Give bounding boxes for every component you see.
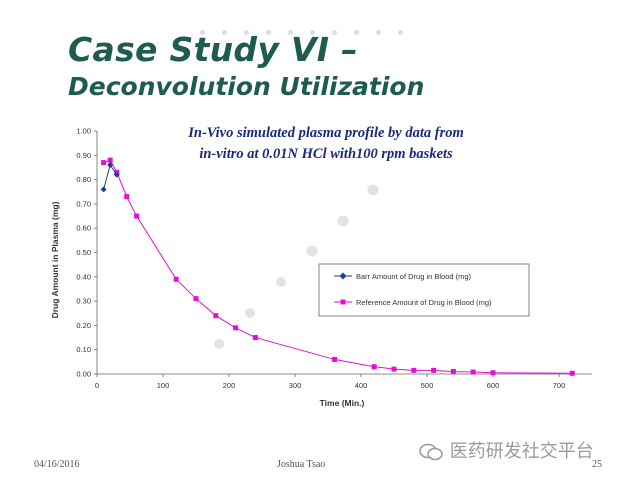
chart-title-line1: In-Vivo simulated plasma profile by data… (187, 125, 464, 141)
legend-barr-label: Barr Amount of Drug in Blood (mg) (356, 272, 472, 281)
chart-series (100, 157, 575, 376)
reference-data-point (411, 367, 417, 373)
watermark: 医药研发社交平台 (418, 437, 594, 463)
watermark-text: 医药研发社交平台 (449, 441, 594, 462)
footer-author: Joshua Tsao (277, 459, 326, 470)
slide-subtitle: Deconvolution Utilization (68, 72, 425, 101)
slide-title: Case Study VI – (68, 30, 358, 69)
y-tick-label: 0.10 (76, 345, 91, 354)
x-axis-label: Time (Min.) (320, 398, 365, 408)
x-tick-label: 600 (487, 381, 500, 390)
x-tick-label: 0 (95, 381, 99, 390)
reference-data-point (252, 335, 258, 341)
x-tick-label: 300 (289, 381, 302, 390)
legend-box (318, 263, 530, 317)
barr-data-point (113, 171, 120, 178)
x-tick-label: 400 (355, 381, 368, 390)
y-tick-label: 1.00 (76, 127, 91, 136)
background-dot (337, 215, 349, 227)
reference-data-point (371, 364, 377, 370)
x-tick-label: 700 (553, 381, 566, 390)
y-tick-label: 0.80 (76, 175, 91, 184)
chart-legend: Barr Amount of Drug in Blood (mg) Refere… (318, 263, 530, 317)
y-tick-label: 0.90 (76, 151, 91, 160)
reference-data-point (450, 369, 456, 375)
wechat-icon (419, 443, 443, 461)
y-tick-label: 0.30 (76, 297, 91, 306)
chart-title-line2: in-vitro at 0.01N HCl with100 rpm basket… (199, 146, 453, 162)
background-dot (214, 339, 224, 349)
reference-data-point (124, 194, 130, 200)
background-dot (276, 277, 286, 287)
legend-reference-marker (340, 299, 346, 305)
background-dot (245, 308, 255, 318)
reference-data-point (431, 367, 437, 373)
reference-data-point (107, 157, 113, 163)
y-axis-label: Drug Amount in Plasma (mg) (50, 201, 60, 318)
background-dot (306, 245, 318, 257)
reference-data-point (193, 296, 199, 302)
reference-data-point (490, 370, 496, 376)
reference-data-point (391, 366, 397, 372)
x-tick-label: 500 (421, 381, 434, 390)
y-tick-label: 0.20 (76, 321, 91, 330)
x-tick-label: 100 (157, 381, 170, 390)
reference-data-point (233, 325, 239, 331)
background-decoration-dots (214, 184, 379, 349)
y-tick-label: 0.70 (76, 199, 91, 208)
reference-data-point (134, 213, 140, 219)
chart-axes: 0.00 0.10 0.20 0.30 0.40 0.50 0.60 0.70 0.80 0.90… (76, 127, 592, 390)
y-tick-label: 0.40 (76, 272, 91, 281)
x-tick-label: 200 (223, 381, 236, 390)
reference-data-point (569, 370, 575, 376)
legend-barr-marker (339, 272, 347, 280)
barr-data-point (107, 162, 114, 169)
y-tick-label: 0.60 (76, 224, 91, 233)
barr-data-point (100, 186, 107, 193)
reference-data-point (332, 356, 338, 362)
background-dot (367, 184, 379, 196)
reference-data-point (470, 369, 476, 375)
y-tick-label: 0.50 (76, 248, 91, 257)
decorative-dots (200, 30, 440, 36)
footer-page-number: 25 (592, 459, 602, 470)
reference-data-point (213, 313, 219, 319)
reference-data-point (173, 276, 179, 282)
legend-reference-label: Reference Amount of Drug in Blood (mg) (356, 298, 492, 307)
y-tick-label: 0.00 (76, 370, 91, 379)
footer-date: 04/16/2016 (34, 459, 80, 470)
reference-data-point (101, 160, 107, 166)
